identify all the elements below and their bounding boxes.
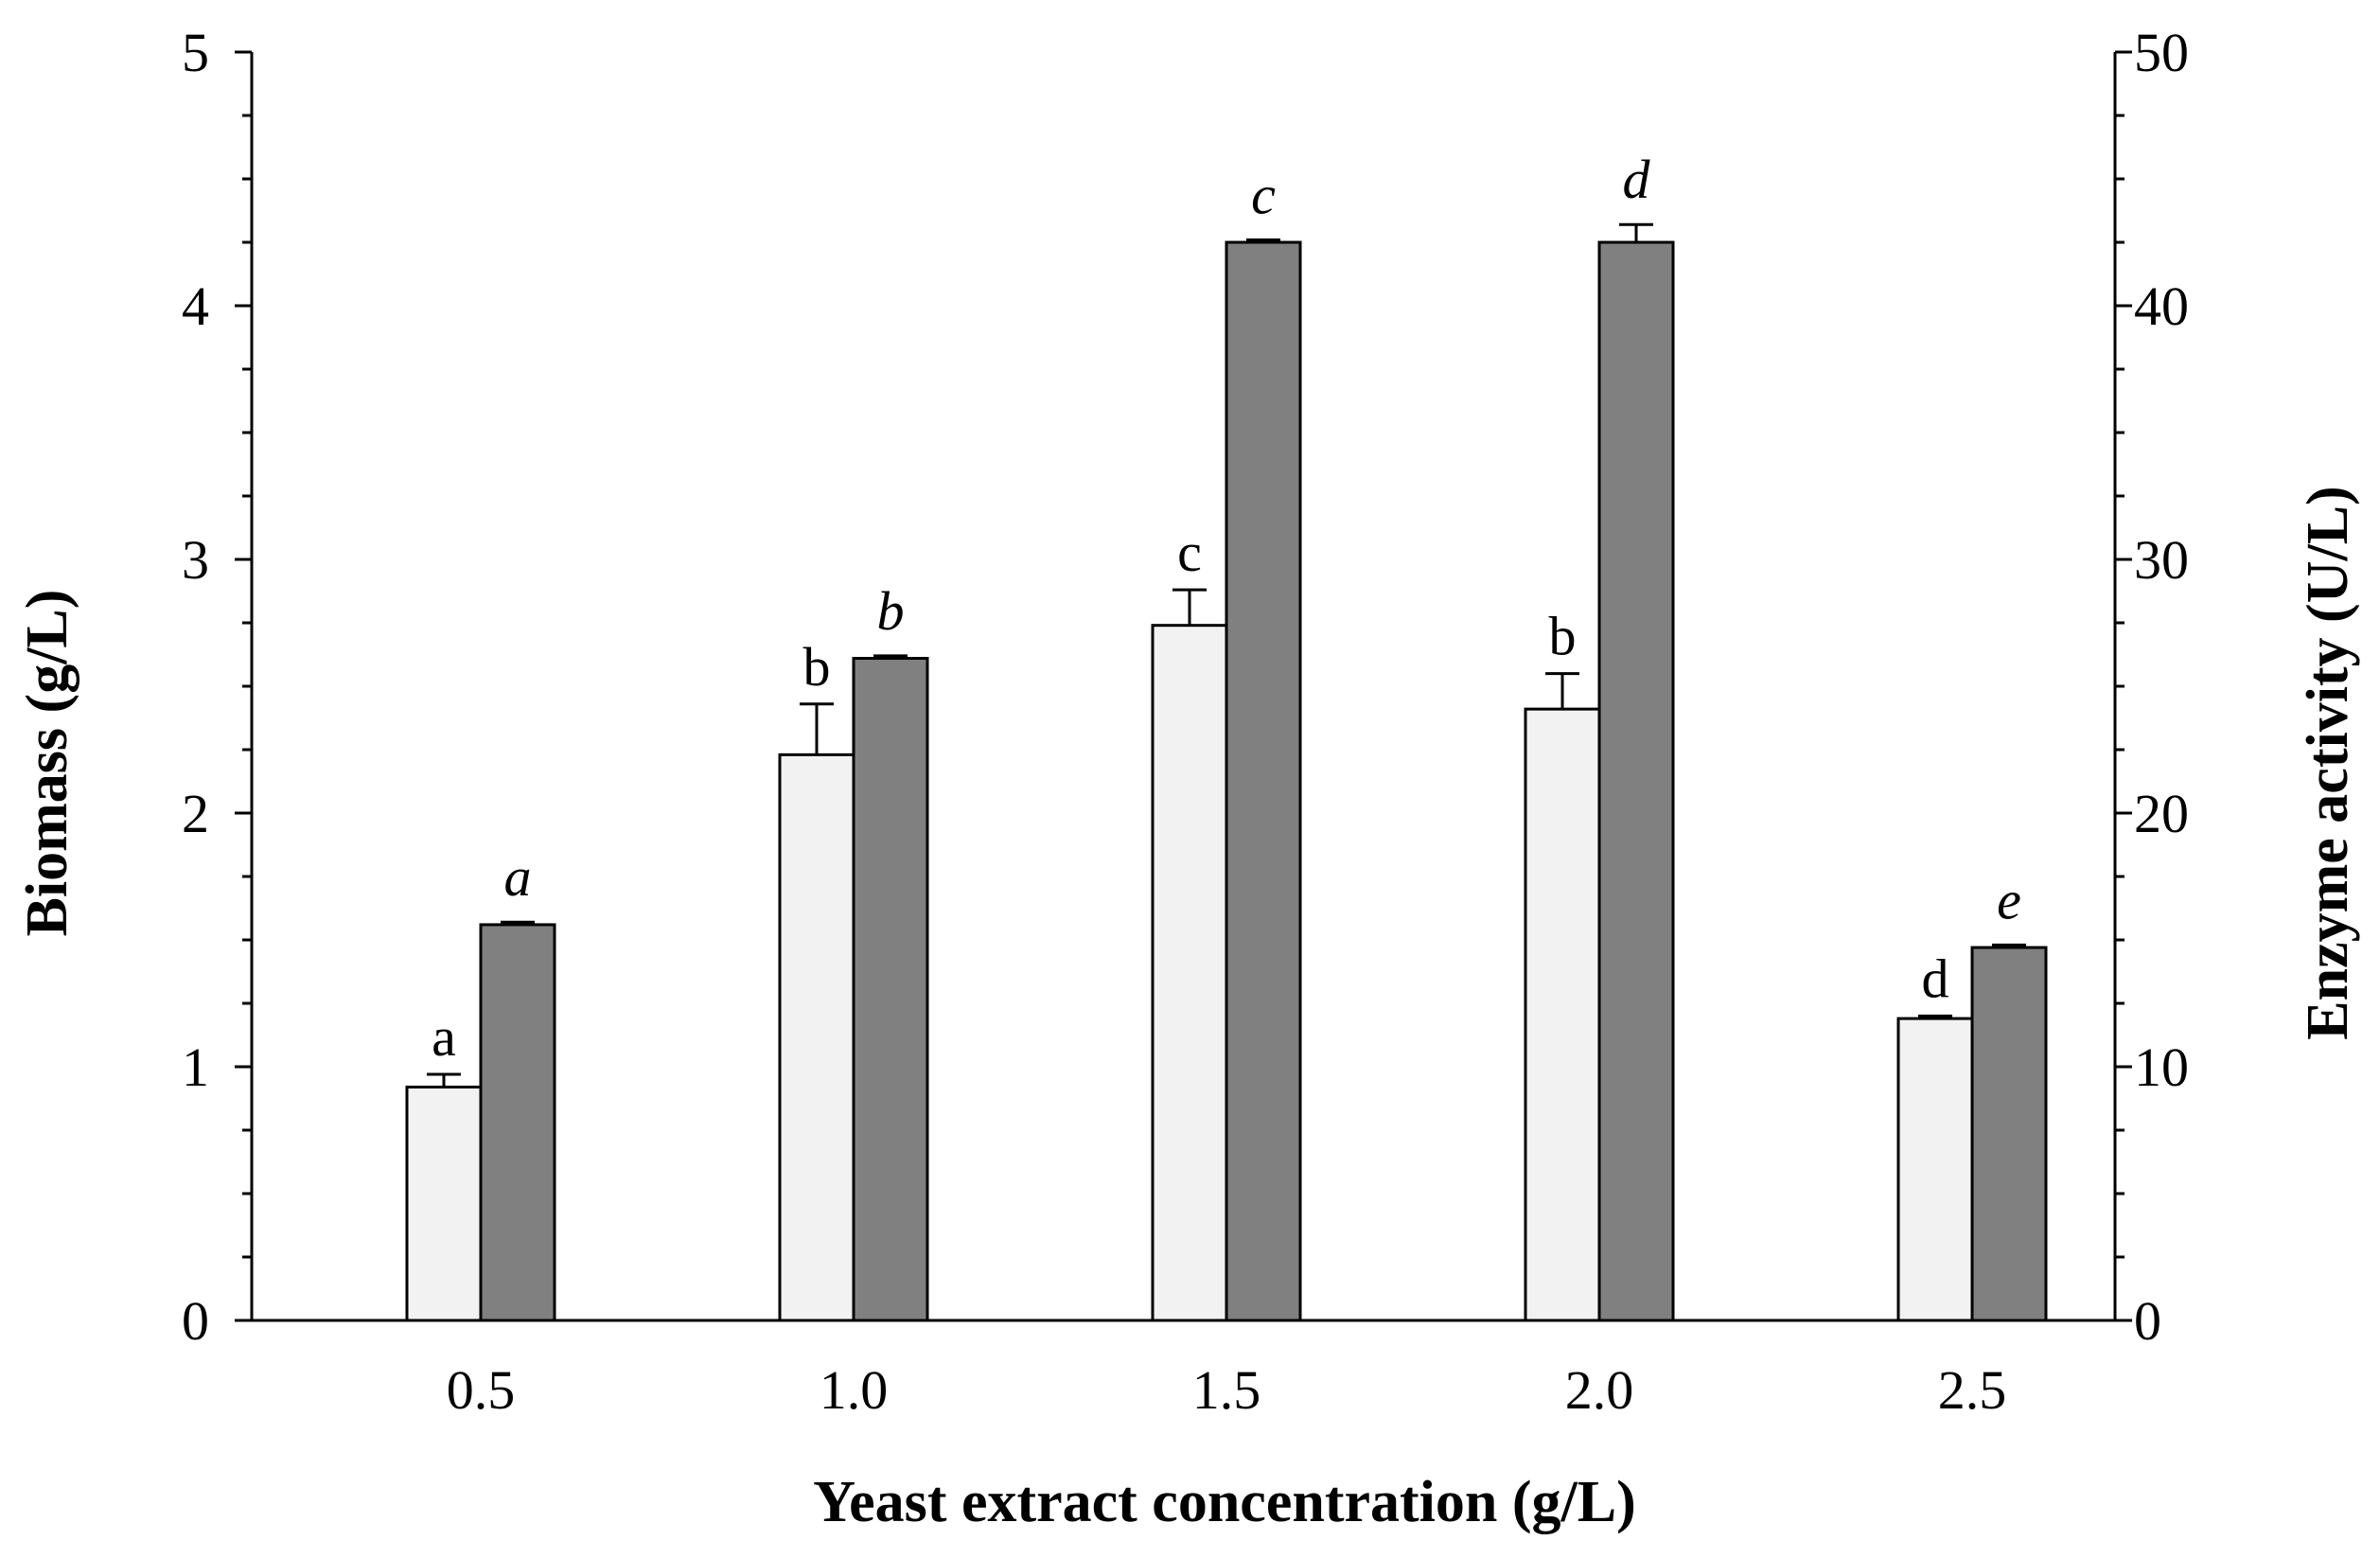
x-tick-label: 2.5: [1938, 1359, 2007, 1421]
y-right-tick-label: 10: [2134, 1036, 2189, 1098]
x-tick-label: 0.5: [447, 1359, 516, 1421]
significance-label-biomass: c: [1177, 522, 1202, 583]
significance-label-enzyme: b: [877, 580, 905, 642]
x-axis-title: Yeast extract concentration (g/L): [813, 1470, 1635, 1534]
y-right-tick-label: 0: [2134, 1290, 2161, 1352]
bar-biomass: [1524, 707, 1601, 1322]
bar-biomass: [1151, 624, 1228, 1322]
y-left-tick-label: 5: [182, 22, 209, 83]
bar-enzyme-activity: [1970, 946, 2048, 1322]
y-left-tick-label: 1: [182, 1036, 209, 1098]
bars: [405, 222, 2048, 1322]
bar-enzyme-activity: [479, 923, 556, 1322]
significance-label-biomass: a: [432, 1006, 456, 1068]
bar-enzyme-activity: [852, 657, 929, 1322]
y-left-tick-label: 3: [182, 529, 209, 591]
significance-label-biomass: b: [803, 636, 831, 698]
y-left-tick-label: 2: [182, 783, 209, 844]
y-right-tick-label: 50: [2134, 22, 2189, 83]
bar-biomass: [1896, 1017, 1974, 1322]
y-right-tick-label: 30: [2134, 529, 2189, 591]
y-left-tick-label: 4: [182, 275, 209, 337]
bar-enzyme-activity: [1225, 240, 1302, 1322]
significance-label-enzyme: c: [1251, 164, 1276, 225]
significance-label-enzyme: a: [504, 846, 532, 908]
y-left-tick-label: 0: [182, 1290, 209, 1352]
x-tick-label: 1.5: [1192, 1359, 1261, 1421]
significance-label-enzyme: d: [1623, 149, 1651, 210]
x-tick-label: 2.0: [1565, 1359, 1634, 1421]
significance-label-biomass: d: [1922, 947, 1949, 1009]
significance-label-enzyme: e: [1997, 869, 2021, 930]
bar-enzyme-activity: [1597, 240, 1675, 1322]
y-right-tick-label: 40: [2134, 275, 2189, 337]
y-right-tick-label: 20: [2134, 783, 2189, 844]
bar-biomass: [405, 1085, 483, 1322]
y-axis-title-left: Biomass (g/L): [15, 590, 79, 937]
bar-biomass: [778, 752, 855, 1322]
significance-label-biomass: b: [1549, 606, 1577, 667]
x-tick-label: 1.0: [820, 1359, 889, 1421]
y-axis-title-right: Enzyme activity (U/L): [2296, 486, 2360, 1039]
